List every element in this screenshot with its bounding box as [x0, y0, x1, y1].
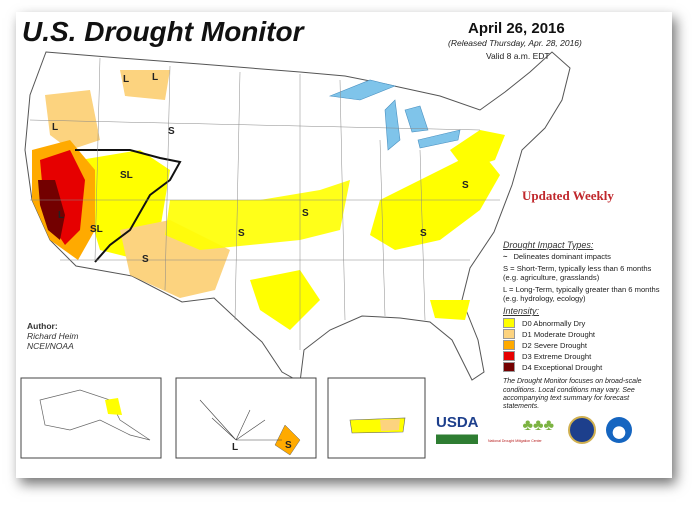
map-label: S — [302, 208, 309, 219]
state-lines — [29, 57, 500, 350]
legend-item-d3: D3 Extreme Drought — [503, 351, 663, 362]
long-term-text: L = Long-Term, typically greater than 6 … — [503, 285, 660, 304]
page-title: U.S. Drought Monitor — [22, 16, 304, 47]
d0-florida — [430, 300, 470, 320]
commerce-seal-logo — [568, 415, 596, 444]
map-label: L — [232, 442, 238, 453]
map-label: S — [420, 228, 427, 239]
legend-item-d0: D0 Abnormally Dry — [503, 318, 663, 329]
map-label: S — [462, 180, 469, 191]
map-label: S — [142, 254, 149, 265]
map-label: L — [123, 74, 129, 85]
map-label: S — [168, 126, 175, 137]
ndmc-logo: ♣♣♣ National Drought Mitigation Center — [488, 416, 554, 443]
valid-time: Valid 8 a.m. EDT — [486, 51, 550, 61]
map-label: L — [52, 122, 58, 133]
legend-item-d2: D2 Severe Drought — [503, 340, 663, 351]
impact-types-heading: Drought Impact Types: — [503, 240, 594, 250]
partner-logos: USDA ♣♣♣ National Drought Mitigation Cen… — [436, 415, 632, 444]
disclaimer-note: The Drought Monitor focuses on broad-sca… — [503, 378, 642, 411]
d1-northwest — [45, 90, 100, 150]
map-date: April 26, 2016 — [468, 20, 565, 37]
impact-labels: L L L S SL SL L S S S S S — [52, 72, 469, 265]
author-block: Author: Richard Heim NCEI/NOAA — [27, 321, 79, 351]
d0-northeast — [450, 130, 505, 170]
delineates-text: Delineates dominant impacts — [513, 251, 611, 261]
map-label: L — [58, 210, 64, 221]
release-date: (Released Thursday, Apr. 28, 2016) — [448, 38, 582, 48]
noaa-logo — [606, 416, 632, 443]
impact-line-icon: ~ — [503, 251, 508, 261]
puerto-rico-inset — [327, 377, 426, 459]
intensity-heading: Intensity: — [503, 306, 540, 317]
short-term-text: S = Short-Term, typically less than 6 mo… — [503, 263, 652, 283]
legend: Drought Impact Types: ~ Delineates domina… — [503, 240, 663, 412]
d0-plains — [165, 180, 350, 250]
d4-california — [38, 180, 65, 240]
d1-montana — [120, 70, 170, 100]
impact-line — [75, 149, 182, 263]
d0-texas — [250, 270, 320, 330]
legend-item-d1: D1 Moderate Drought — [503, 329, 663, 340]
great-lakes — [328, 79, 461, 151]
map-label: SL — [120, 170, 133, 181]
author-org: NCEI/NOAA — [27, 340, 74, 351]
updated-weekly-note: Updated Weekly — [522, 188, 614, 203]
map-label: S — [238, 228, 245, 239]
author-heading: Author: — [27, 321, 58, 331]
usda-logo: USDA — [436, 415, 479, 444]
map-label: L — [152, 72, 158, 83]
author-name: Richard Heim — [27, 330, 79, 341]
map-label: SL — [90, 224, 103, 235]
map-label: S — [285, 440, 292, 451]
legend-item-d4: D4 Exceptional Drought — [503, 362, 663, 373]
